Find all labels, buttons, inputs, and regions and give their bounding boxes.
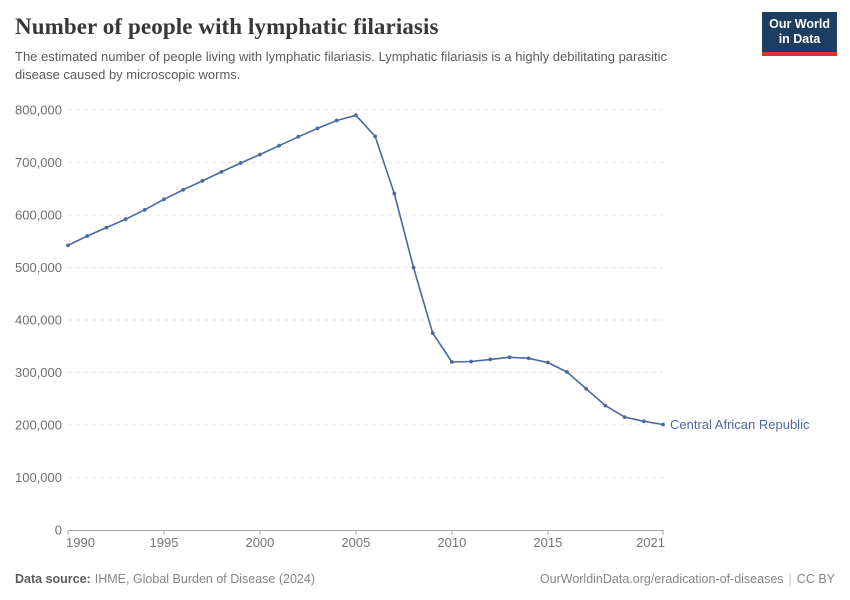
data-point[interactable] xyxy=(469,359,473,364)
data-point[interactable] xyxy=(661,422,665,427)
data-point[interactable] xyxy=(488,357,493,362)
footer-separator: | xyxy=(788,572,792,586)
license-link[interactable]: CC BY xyxy=(796,572,835,586)
x-axis-tick-label: 2005 xyxy=(341,535,370,550)
y-axis-tick-label: 600,000 xyxy=(15,207,62,222)
data-point[interactable] xyxy=(565,370,569,374)
y-axis-tick-label: 0 xyxy=(55,522,62,537)
y-axis-tick-label: 500,000 xyxy=(15,260,62,275)
data-point[interactable] xyxy=(181,187,186,192)
chart-header: Number of people with lymphatic filarias… xyxy=(15,14,750,84)
data-point[interactable] xyxy=(603,403,608,408)
data-source-label: Data source: xyxy=(15,572,91,586)
data-point[interactable] xyxy=(238,161,243,165)
data-source: Data source: IHME, Global Burden of Disea… xyxy=(15,572,315,586)
data-point[interactable] xyxy=(123,217,128,222)
owid-logo-line1: Our World xyxy=(769,17,830,31)
y-axis-tick-label: 400,000 xyxy=(15,312,62,327)
owid-logo[interactable]: Our World in Data xyxy=(762,12,837,56)
data-point[interactable] xyxy=(430,331,435,335)
data-source-text: IHME, Global Burden of Disease (2024) xyxy=(94,572,315,586)
y-axis-tick-label: 700,000 xyxy=(15,155,62,170)
data-point[interactable] xyxy=(641,419,646,424)
y-axis-tick-label: 300,000 xyxy=(15,365,62,380)
data-point[interactable] xyxy=(584,386,589,391)
data-point[interactable] xyxy=(392,191,397,196)
y-axis-tick-label: 800,000 xyxy=(15,102,62,117)
data-point[interactable] xyxy=(526,356,531,361)
data-point[interactable] xyxy=(162,197,166,202)
chart-subtitle: The estimated number of people living wi… xyxy=(15,49,667,83)
data-series-line[interactable] xyxy=(67,114,664,426)
x-axis-tick-label: 2010 xyxy=(437,535,466,550)
data-point[interactable] xyxy=(622,415,627,419)
data-point[interactable] xyxy=(315,126,320,131)
data-point[interactable] xyxy=(200,179,205,183)
data-point[interactable] xyxy=(104,225,109,230)
data-point[interactable] xyxy=(85,234,90,238)
data-point[interactable] xyxy=(450,360,454,364)
x-axis-tick-label: 2015 xyxy=(533,535,562,550)
data-point[interactable] xyxy=(373,134,377,139)
data-point[interactable] xyxy=(354,113,358,118)
data-point[interactable] xyxy=(258,152,262,157)
x-axis-tick-label: 2021 xyxy=(636,535,665,550)
x-axis-tick-label: 2000 xyxy=(245,535,274,550)
owid-url-link[interactable]: OurWorldinData.org/eradication-of-diseas… xyxy=(539,572,784,586)
data-point[interactable] xyxy=(334,118,339,123)
data-point[interactable] xyxy=(296,134,301,139)
chart-title: Number of people with lymphatic filarias… xyxy=(15,14,439,39)
footer-credit: OurWorldinData.org/eradication-of-diseas… xyxy=(540,572,835,586)
x-axis-tick-label: 1995 xyxy=(150,535,179,550)
data-point[interactable] xyxy=(142,207,147,212)
y-axis-tick-label: 100,000 xyxy=(15,470,62,485)
x-axis-tick-label: 1990 xyxy=(66,535,95,550)
data-point[interactable] xyxy=(507,355,512,360)
data-point[interactable] xyxy=(277,143,281,148)
y-axis-tick-label: 200,000 xyxy=(15,417,62,432)
data-point[interactable] xyxy=(219,170,224,174)
owid-logo-line2: in Data xyxy=(778,32,821,47)
entity-label[interactable]: Central African Republic xyxy=(670,417,810,432)
data-point[interactable] xyxy=(66,243,70,248)
data-point[interactable] xyxy=(545,360,550,365)
chart-footer: Data source: IHME, Global Burden of Disea… xyxy=(15,572,835,586)
data-point[interactable] xyxy=(411,265,416,270)
